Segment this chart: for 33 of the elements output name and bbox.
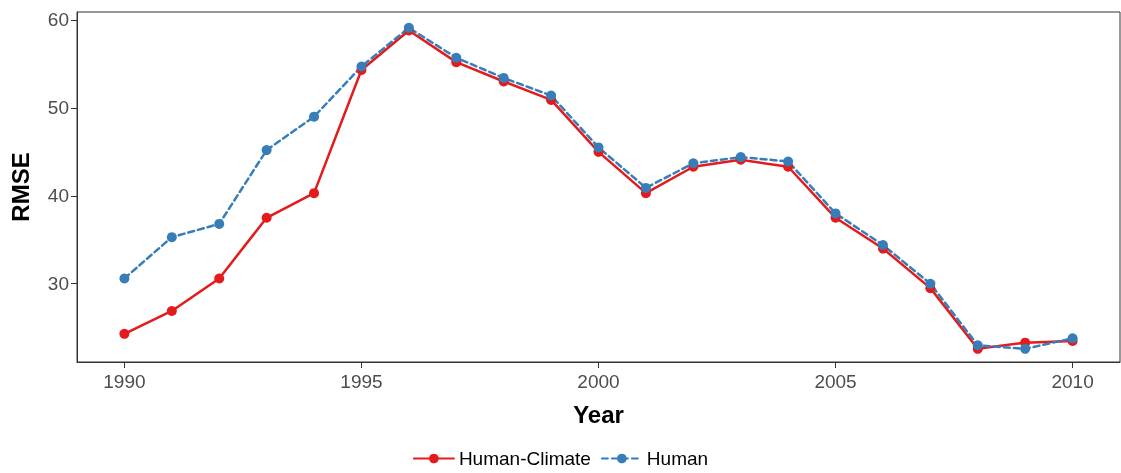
x-tick-label: 2005 xyxy=(814,371,857,392)
y-tick-label: 30 xyxy=(47,273,69,295)
point xyxy=(261,212,272,223)
point xyxy=(309,188,320,199)
point xyxy=(214,218,225,229)
legend-label: Human-Climate xyxy=(458,448,591,469)
point xyxy=(119,273,130,284)
x-tick-label: 1995 xyxy=(340,371,383,392)
point xyxy=(166,306,177,316)
point xyxy=(546,90,557,101)
point xyxy=(214,273,225,284)
point xyxy=(783,156,794,167)
point xyxy=(261,145,272,156)
x-tick-label: 2000 xyxy=(577,371,620,392)
y-tick-label: 50 xyxy=(47,97,69,119)
point xyxy=(119,328,130,339)
point xyxy=(593,142,604,153)
point xyxy=(451,52,462,63)
point xyxy=(309,111,320,122)
point xyxy=(925,278,936,289)
point xyxy=(1020,343,1031,354)
x-tick-label: 1990 xyxy=(103,371,146,392)
x-tick-label: 2010 xyxy=(1051,371,1094,392)
point xyxy=(498,72,509,83)
y-axis-title: RMSE xyxy=(6,152,34,222)
legend-label: Human xyxy=(646,448,709,469)
x-axis-title: Year xyxy=(573,400,624,428)
y-tick-label: 60 xyxy=(47,9,69,31)
point xyxy=(640,182,651,193)
y-tick-label: 40 xyxy=(47,185,69,207)
point xyxy=(356,61,367,72)
point xyxy=(830,208,841,219)
point xyxy=(166,232,177,243)
